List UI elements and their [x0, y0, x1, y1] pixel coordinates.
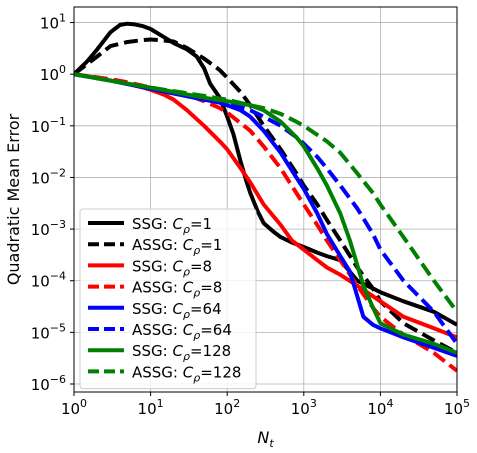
- legend-label: ASSG: Cρ=1: [132, 236, 222, 257]
- plot-frame: [73, 6, 458, 393]
- x-tick-label: 102: [214, 397, 240, 418]
- legend-label: SSG: Cρ=128: [132, 342, 231, 363]
- x-tick-label: 101: [138, 397, 164, 418]
- x-tick-label: 105: [444, 397, 470, 418]
- y-tick-label: 10−5: [31, 321, 66, 342]
- legend-label: SSG: Cρ=8: [132, 257, 212, 278]
- legend-label: SSG: Cρ=1: [132, 215, 212, 236]
- series-line-assg-c128: [74, 72, 457, 313]
- legend-label: ASSG: Cρ=64: [132, 321, 232, 342]
- y-tick-label: 100: [40, 63, 66, 84]
- y-axis-title: Quadratic Mean Error: [4, 113, 23, 285]
- x-axis-title: Nt: [257, 428, 274, 450]
- legend-label: SSG: Cρ=64: [132, 300, 222, 321]
- y-tick-label: 10−2: [31, 166, 66, 187]
- y-tick-label: 10−6: [31, 373, 66, 394]
- legend-label: ASSG: Cρ=8: [132, 279, 222, 300]
- legend-box: [79, 208, 257, 390]
- series-line-ssg-c128: [74, 72, 457, 355]
- y-tick-label: 10−1: [31, 115, 66, 136]
- legend-label: ASSG: Cρ=128: [132, 363, 241, 384]
- y-tick-label: 10−3: [31, 218, 66, 239]
- series-line-ssg-c1: [74, 21, 457, 327]
- x-tick-label: 104: [367, 397, 393, 418]
- x-axis: 100 101 102 103 104 105: [61, 392, 470, 418]
- y-axis: 10−6 10−5 10−4 10−3 10−2 10−1 100 101: [31, 12, 74, 394]
- y-tick-label: 101: [40, 12, 66, 33]
- y-tick-label: 10−4: [31, 270, 66, 291]
- x-tick-label: 103: [291, 397, 317, 418]
- x-tick-label: 100: [61, 397, 87, 418]
- series-layer: [74, 21, 457, 373]
